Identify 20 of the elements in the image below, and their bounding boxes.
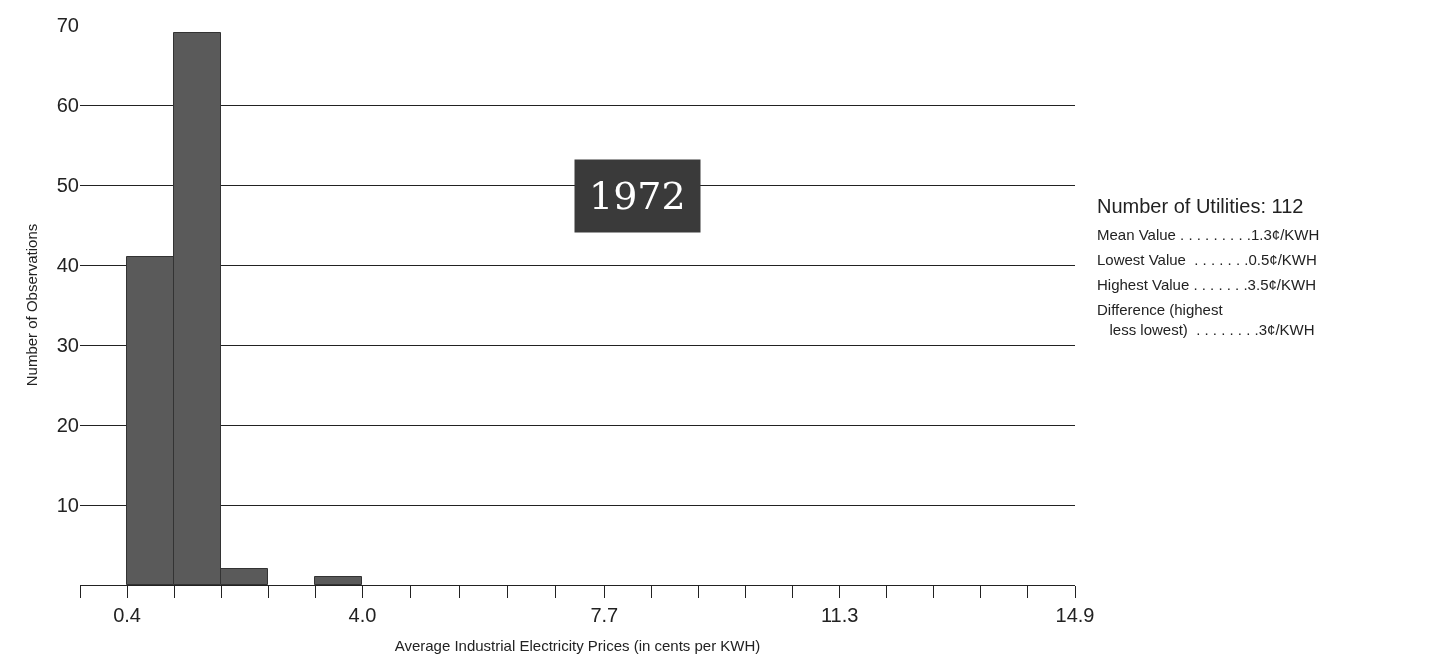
- annotation: 1972: [589, 174, 686, 218]
- x-tick-label: 0.4: [113, 604, 141, 626]
- text: Number of Utilities: 112: [1097, 195, 1304, 217]
- x-axis-title: Average Industrial Electricity Prices (in cents per KWH): [394, 637, 761, 654]
- x-tick-label: 4.0: [348, 604, 377, 626]
- y-tick-label: 50: [56, 174, 79, 196]
- text: Lowest Value . . . . . . .0.5¢/KWH: [1097, 251, 1317, 268]
- x-tick-label: 7.7: [590, 604, 619, 626]
- y-tick-label: 40: [56, 254, 79, 276]
- y-tick-label: 70: [56, 14, 79, 36]
- y-tick-label: 60: [56, 94, 79, 116]
- text: Highest Value . . . . . . .3.5¢/KWH: [1097, 276, 1316, 293]
- y-tick-label: 20: [56, 414, 79, 436]
- text: Difference (highest less lowest) . . . . . . . .3¢/KWH: [1097, 301, 1315, 338]
- text: Mean Value . . . . . . . . .1.3¢/KWH: [1097, 226, 1320, 243]
- x-tick-label: 14.9: [1055, 604, 1095, 626]
- y-axis-title: Number of Observations: [23, 223, 40, 387]
- y-tick-label: 10: [56, 494, 79, 516]
- x-tick-label: 11.3: [820, 604, 859, 626]
- y-tick-label: 30: [56, 334, 79, 356]
